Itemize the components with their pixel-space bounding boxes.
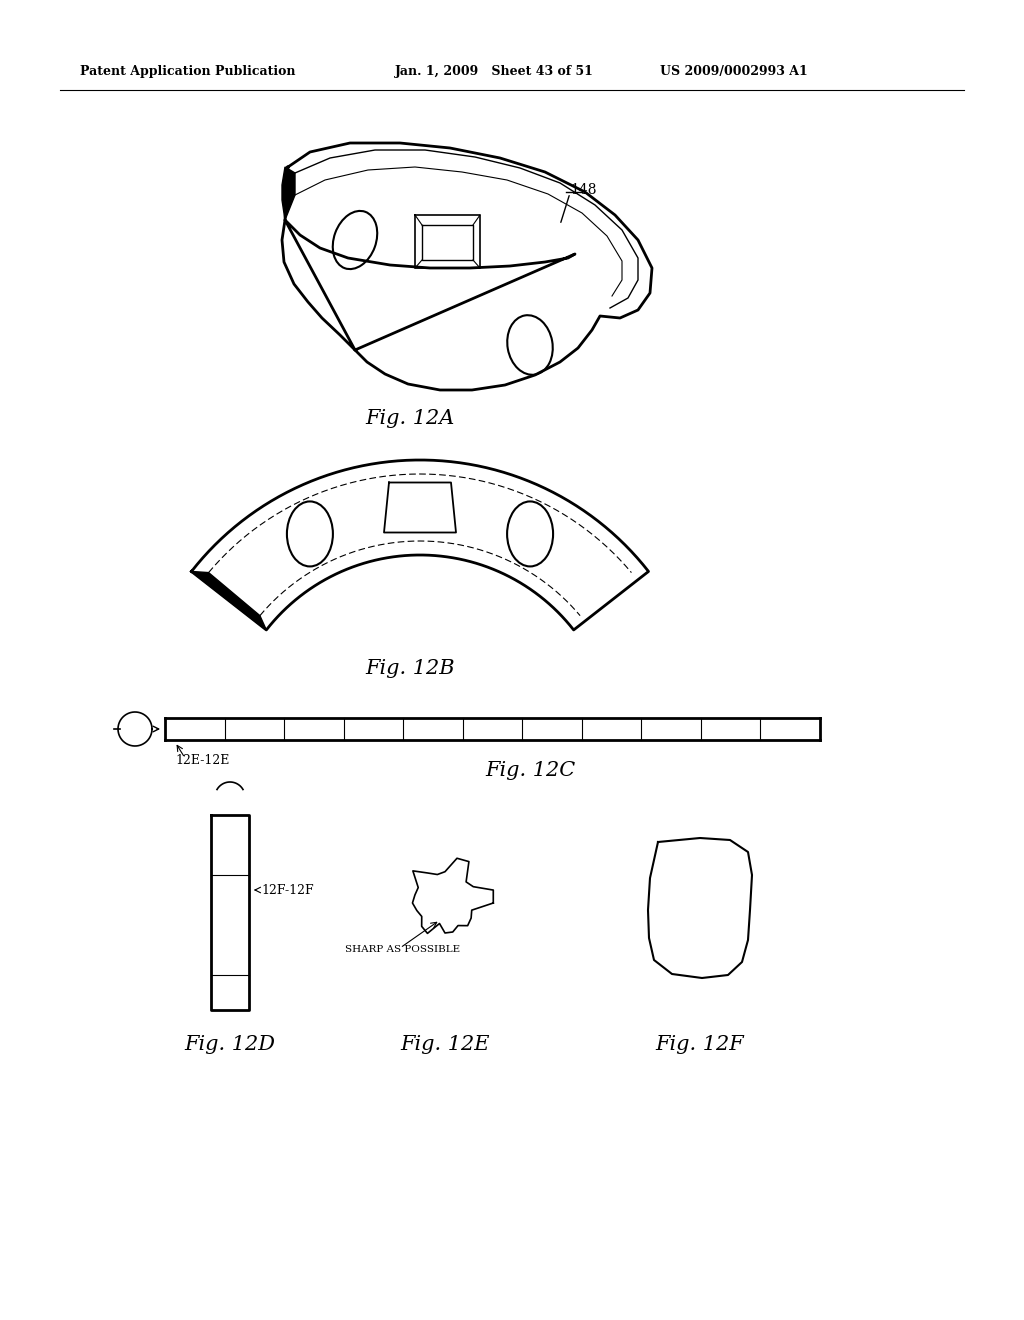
Text: US 2009/0002993 A1: US 2009/0002993 A1 — [660, 66, 808, 78]
Text: Patent Application Publication: Patent Application Publication — [80, 66, 296, 78]
Text: Fig. 12E: Fig. 12E — [400, 1035, 489, 1055]
Text: Fig. 12F: Fig. 12F — [655, 1035, 744, 1055]
Text: Jan. 1, 2009   Sheet 43 of 51: Jan. 1, 2009 Sheet 43 of 51 — [395, 66, 594, 78]
Text: Fig. 12B: Fig. 12B — [366, 659, 455, 677]
Text: Fig. 12A: Fig. 12A — [366, 408, 455, 428]
Text: 12F-12F: 12F-12F — [261, 883, 313, 896]
Text: Fig. 12D: Fig. 12D — [184, 1035, 275, 1055]
Text: SHARP AS POSSIBLE: SHARP AS POSSIBLE — [345, 945, 460, 954]
Text: 12E-12E: 12E-12E — [175, 754, 229, 767]
Text: 148: 148 — [570, 183, 597, 197]
Text: Fig. 12C: Fig. 12C — [485, 760, 575, 780]
Polygon shape — [282, 168, 295, 220]
Polygon shape — [191, 572, 266, 630]
